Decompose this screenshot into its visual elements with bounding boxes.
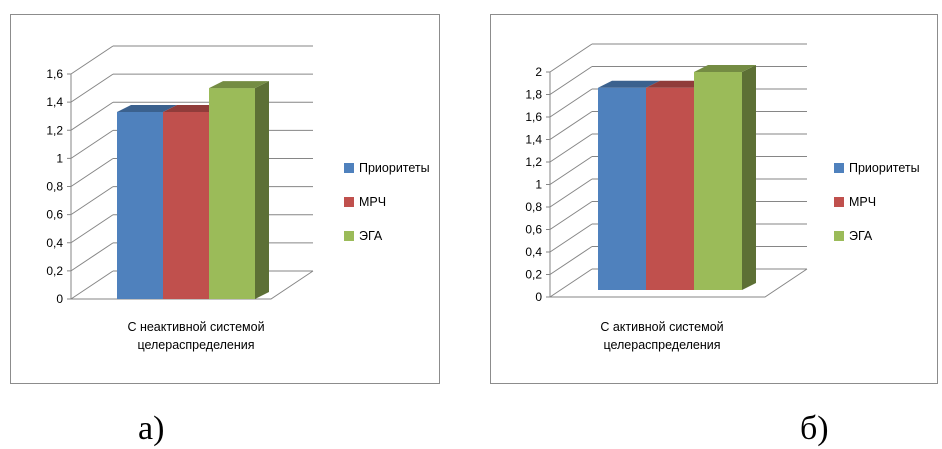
- gridline-side: [549, 201, 593, 230]
- legend-label: Приоритеты: [359, 161, 430, 175]
- chart-a: 0 0,2 0,4 0,6 0,8 1 1,2 1,4 1,6 С неактивной сист…: [46, 45, 430, 352]
- gridline-side: [70, 270, 114, 300]
- bar-top-1: [598, 80, 660, 88]
- gridline-side: [549, 246, 593, 275]
- legend-swatch: [344, 163, 354, 173]
- chart-panel-b: 0 0,2 0,4 0,6 0,8 1 1,2 1,4 1,6 1,8 2 С активной си…: [490, 14, 938, 384]
- y-tick-label: 2: [535, 65, 542, 79]
- x-category-label: целераспределения: [137, 338, 254, 352]
- gridline-side: [70, 242, 114, 272]
- gridline-side: [70, 73, 114, 103]
- gridline-side: [549, 223, 593, 253]
- gridline-side: [549, 88, 593, 118]
- y-tick-label: 1: [535, 178, 542, 192]
- y-tick-label: 1,6: [46, 67, 63, 81]
- y-tick-label: 0,2: [46, 264, 63, 278]
- bar-top-1: [117, 104, 177, 112]
- legend-label: Приоритеты: [849, 161, 920, 175]
- legend-swatch: [834, 197, 844, 207]
- gridline-side: [549, 156, 593, 185]
- y-tick-label: 1,6: [525, 110, 542, 124]
- gridline-side: [549, 178, 593, 208]
- gridline-side: [70, 158, 114, 187]
- bar-side-3: [255, 81, 269, 299]
- legend-swatch: [344, 197, 354, 207]
- gridline-side: [70, 186, 114, 216]
- legend-label: МРЧ: [849, 195, 876, 209]
- legend-swatch: [344, 231, 354, 241]
- legend-label: МРЧ: [359, 195, 386, 209]
- x-category-label: С активной системой: [600, 320, 723, 334]
- chart-b: 0 0,2 0,4 0,6 0,8 1 1,2 1,4 1,6 1,8 2 С активной си…: [525, 43, 920, 352]
- y-tick-label: 0,4: [525, 245, 542, 259]
- y-tick-label: 0: [56, 292, 63, 306]
- x-category-label: С неактивной системой: [127, 320, 264, 334]
- gridline-side: [549, 66, 593, 95]
- bar-1: [117, 111, 163, 299]
- legend-label: ЭГА: [849, 229, 873, 243]
- bar-3: [209, 88, 255, 299]
- y-tick-label: 0,4: [46, 236, 63, 250]
- gridline-side: [549, 133, 593, 163]
- y-tick-label: 1,4: [525, 133, 542, 147]
- bar-top-3: [209, 81, 269, 89]
- gridline-side: [549, 43, 593, 73]
- bar-2: [646, 87, 694, 290]
- gridline-side: [70, 101, 114, 131]
- caption-b: б): [800, 410, 829, 447]
- y-tick-label: 1,2: [46, 123, 63, 137]
- y-tick-label: 1: [56, 151, 63, 165]
- y-tick-label: 0: [535, 290, 542, 304]
- gridline-side: [70, 45, 114, 75]
- chart-panel-a: 0 0,2 0,4 0,6 0,8 1 1,2 1,4 1,6 С неактивной сист…: [10, 14, 440, 384]
- y-tick-label: 1,8: [525, 88, 542, 102]
- legend-label: ЭГА: [359, 229, 383, 243]
- gridline-side: [549, 111, 593, 140]
- y-tick-label: 0,6: [46, 208, 63, 222]
- y-tick-label: 0,6: [525, 223, 542, 237]
- gridline-side: [70, 214, 114, 244]
- bar-top-3: [694, 65, 756, 72]
- legend-swatch: [834, 231, 844, 241]
- y-tick-label: 0,2: [525, 268, 542, 282]
- caption-a: а): [138, 410, 165, 447]
- gridline-side: [70, 129, 114, 159]
- bar-1: [598, 87, 646, 290]
- floor-edge: [550, 268, 808, 298]
- y-tick-label: 0,8: [525, 200, 542, 214]
- legend-swatch: [834, 163, 844, 173]
- y-tick-label: 0,8: [46, 180, 63, 194]
- bar-side-3: [742, 65, 756, 290]
- bar-top-2: [163, 104, 223, 112]
- bar-3: [694, 72, 742, 290]
- bar-2: [163, 111, 209, 299]
- y-tick-label: 1,2: [525, 155, 542, 169]
- bar-top-2: [646, 80, 708, 88]
- x-category-label: целераспределения: [603, 338, 720, 352]
- y-tick-label: 1,4: [46, 95, 63, 109]
- gridline-side: [549, 268, 593, 298]
